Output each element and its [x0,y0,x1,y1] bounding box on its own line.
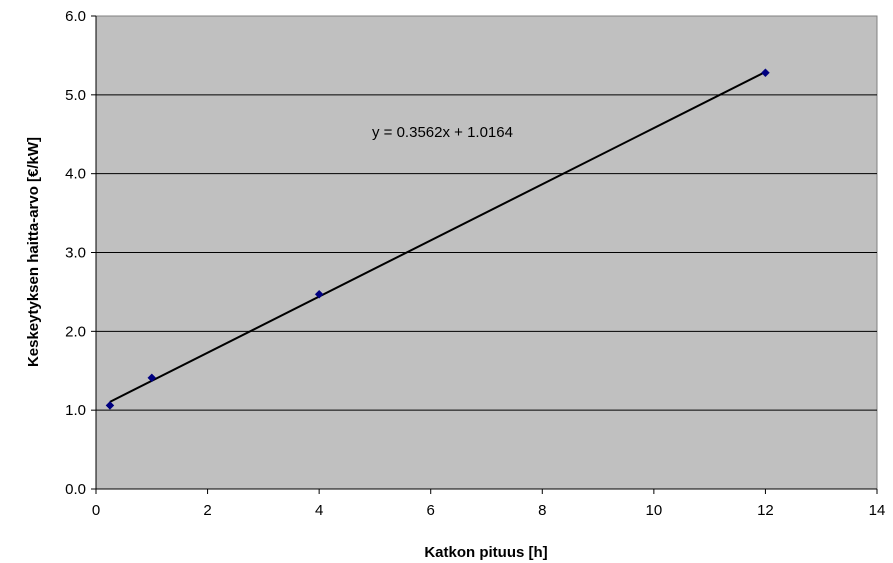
data-point [147,373,157,383]
x-axis-title: Katkon pituus [h] [424,544,547,561]
trendline-equation: y = 0.3562x + 1.0164 [372,124,513,141]
data-points [105,68,770,410]
data-point [314,289,324,299]
x-tick-label: 8 [538,502,546,519]
x-tick-label: 4 [315,502,323,519]
x-tick-label: 14 [869,502,886,519]
y-axis-title: Keskeytyksen haitta-arvo [€/kW] [25,137,42,367]
y-tick-label: 3.0 [65,245,86,262]
y-tick-label: 0.0 [65,481,86,498]
gridlines [96,94,877,411]
y-tick-label: 6.0 [65,8,86,25]
axes [91,15,878,494]
y-tick-label: 4.0 [65,166,86,183]
y-tick-labels: 0.0 1.0 2.0 3.0 4.0 5.0 6.0 [65,8,86,498]
x-tick-label: 10 [646,502,663,519]
x-tick-label: 12 [757,502,774,519]
data-point [761,68,770,78]
x-tick-label: 0 [92,502,100,519]
x-tick-labels: 0 2 4 6 8 10 12 14 [92,502,886,519]
trendline [109,71,766,403]
y-tick-label: 2.0 [65,323,86,340]
y-tick-label: 5.0 [65,87,86,104]
data-point [105,401,115,410]
x-tick-label: 2 [203,502,211,519]
y-tick-label: 1.0 [65,402,86,419]
trendline-group [109,71,766,403]
x-tick-label: 6 [427,502,435,519]
